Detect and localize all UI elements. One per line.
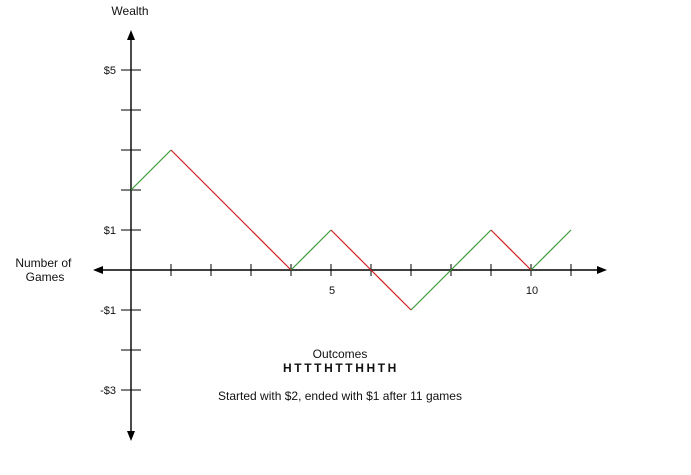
wealth-step-5 <box>290 229 332 271</box>
x-tick-label-10: 10 <box>526 285 538 297</box>
wealth-series <box>130 149 572 311</box>
y-tick-label-1: $1 <box>104 225 116 237</box>
x-axis-arrow-right <box>597 266 607 274</box>
outcomes-label: Outcomes <box>313 347 368 361</box>
wealth-step-7 <box>370 269 412 311</box>
y-tick-label-5: $5 <box>104 65 116 77</box>
y-axis-arrow-bottom <box>127 431 135 441</box>
x-tick-label-5: 5 <box>329 285 335 297</box>
wealth-step-9 <box>450 229 492 271</box>
y-axis-label: Wealth <box>111 4 148 18</box>
wealth-step-3 <box>210 189 252 231</box>
y-tick-label--3: -$3 <box>100 385 116 397</box>
y-tick-label--1: -$1 <box>100 305 116 317</box>
wealth-step-2 <box>170 149 212 191</box>
wealth-step-10 <box>490 229 532 271</box>
wealth-step-11 <box>530 229 572 271</box>
x-axis-label-line-2: Games <box>26 270 65 284</box>
wealth-step-4 <box>250 229 292 271</box>
outcomes-sequence: HTTTHTTHHTH <box>283 361 399 375</box>
wealth-step-1 <box>130 149 172 191</box>
x-axis-label: Number of Games <box>15 256 74 284</box>
x-axis-arrow-left <box>93 266 103 274</box>
ticks: 5 10 $5 $1 -$1 -$3 <box>100 65 572 397</box>
y-axis-arrow-top <box>127 30 135 40</box>
summary-annotation: Started with $2, ended with $1 after 11 … <box>218 389 462 403</box>
x-axis-label-line-1: Number of <box>15 256 72 270</box>
wealth-step-6 <box>330 229 372 271</box>
wealth-step-8 <box>410 269 452 311</box>
axes <box>93 30 607 441</box>
